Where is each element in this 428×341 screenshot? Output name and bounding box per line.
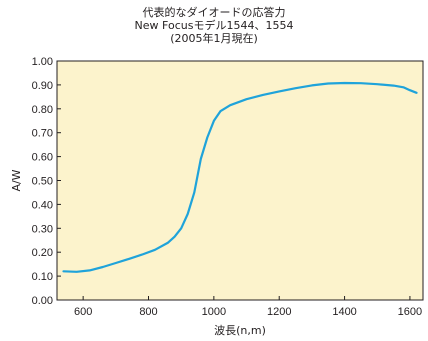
y-tick-label: 0.70 xyxy=(32,128,53,140)
chart-title: 代表的なダイオードの応答力 New Focusモデル1544、1554 (200… xyxy=(0,6,428,45)
x-tick-label: 1200 xyxy=(267,306,291,318)
y-tick-label: 0.80 xyxy=(32,104,53,116)
x-tick-label: 600 xyxy=(74,306,92,318)
x-tick-label: 1400 xyxy=(332,306,356,318)
plot-frame xyxy=(56,60,424,301)
y-tick-label: 0.30 xyxy=(32,223,53,235)
chart-title-line-3: (2005年1月現在) xyxy=(170,32,258,45)
series-line xyxy=(62,81,418,273)
y-tick-label: 1.00 xyxy=(32,56,53,68)
y-axis-ticks: 0.00 0.10 0.20 0.30 0.40 0.50 0.60 0.70 0.80 0.90… xyxy=(32,56,61,307)
y-tick-label: 0.20 xyxy=(32,247,53,259)
x-axis-label: 波長(n,m) xyxy=(214,324,266,337)
x-tick-label: 1600 xyxy=(398,306,422,318)
y-tick-label: 0.00 xyxy=(32,295,53,307)
y-axis-label: A/W xyxy=(10,169,23,191)
y-tick-label: 0.60 xyxy=(32,152,53,164)
x-tick-label: 800 xyxy=(139,306,157,318)
chart-title-line-2: New Focusモデル1544、1554 xyxy=(134,19,294,32)
y-tick-label: 0.50 xyxy=(32,176,53,188)
x-axis-ticks: 600 800 1000 1200 1400 1600 xyxy=(74,296,422,318)
chart-title-line-1: 代表的なダイオードの応答力 xyxy=(142,6,286,19)
x-tick-label: 1000 xyxy=(202,306,226,318)
y-tick-label: 0.90 xyxy=(32,80,53,92)
y-tick-label: 0.10 xyxy=(32,271,53,283)
y-tick-label: 0.40 xyxy=(32,199,53,211)
